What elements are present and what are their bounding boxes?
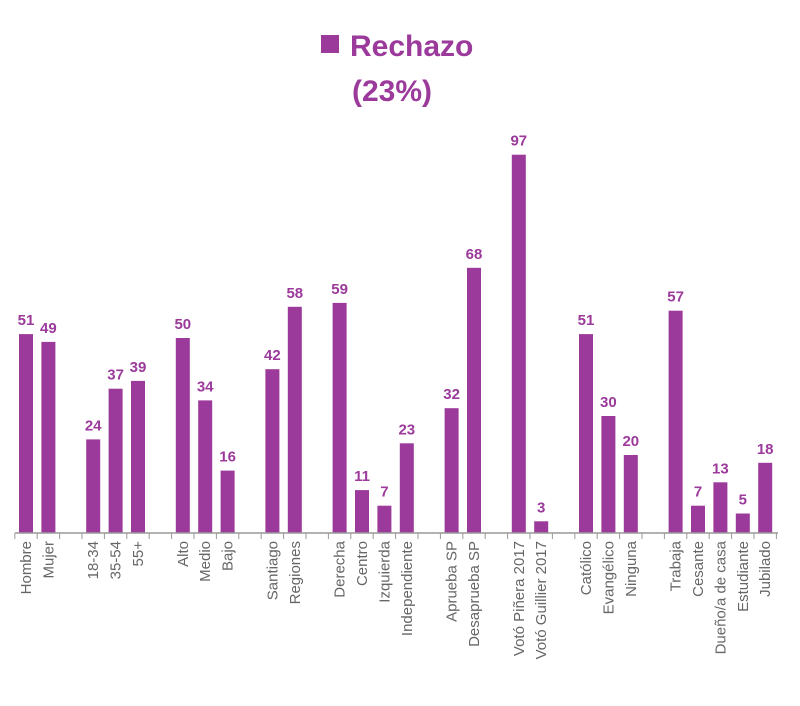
data-label: 97 xyxy=(510,133,527,150)
category-label: Votó Piñera 2017 xyxy=(511,541,528,656)
data-label: 7 xyxy=(694,484,702,501)
chart-title: Rechazo xyxy=(350,30,473,63)
data-label: 49 xyxy=(40,320,57,337)
bar xyxy=(511,154,526,533)
category-label: Medio xyxy=(197,541,214,582)
category-label: Derecha xyxy=(332,540,349,597)
bar xyxy=(691,505,705,533)
data-label: 30 xyxy=(600,394,617,411)
data-label: 13 xyxy=(712,460,729,477)
data-label: 58 xyxy=(286,285,303,302)
bar xyxy=(86,439,101,533)
bar xyxy=(623,455,638,533)
category-label: 18-34 xyxy=(85,541,102,579)
bar xyxy=(198,400,213,533)
bar xyxy=(713,482,728,533)
bar xyxy=(355,490,369,533)
data-label: 37 xyxy=(107,367,124,384)
bar xyxy=(399,443,414,533)
category-label: Trabaja xyxy=(668,540,685,591)
bar xyxy=(19,334,33,533)
category-label: Bajo xyxy=(220,541,237,571)
data-label: 39 xyxy=(130,359,147,376)
bar xyxy=(108,388,123,533)
data-label: 32 xyxy=(443,386,460,403)
category-label: Estudiante xyxy=(735,541,752,612)
category-label: Santiago xyxy=(264,541,281,600)
bar xyxy=(735,513,750,533)
category-label: Independiente xyxy=(399,541,416,636)
category-label: Aprueba SP xyxy=(444,541,461,622)
category-label: 55+ xyxy=(130,541,147,567)
data-label: 51 xyxy=(578,312,595,329)
data-label: 3 xyxy=(537,499,545,516)
bar xyxy=(601,416,616,533)
data-label: 42 xyxy=(264,347,281,364)
bar xyxy=(467,267,481,533)
bar xyxy=(220,470,235,533)
data-label: 18 xyxy=(757,441,774,458)
bar xyxy=(668,310,683,533)
category-label: Votó Guillier 2017 xyxy=(533,541,550,659)
legend-marker xyxy=(321,35,339,53)
data-label: 16 xyxy=(219,449,236,466)
bar xyxy=(579,334,593,533)
category-label: Jubilado xyxy=(757,541,774,597)
category-label: Mujer xyxy=(40,541,57,579)
data-label: 5 xyxy=(739,492,747,509)
category-label: Dueño/a de casa xyxy=(712,540,729,654)
category-label: Centro xyxy=(354,541,371,586)
bar xyxy=(332,302,347,533)
chart-subtitle: (23%) xyxy=(352,75,432,108)
bar xyxy=(758,462,773,533)
category-label: Desaprueba SP xyxy=(466,541,483,647)
data-label: 68 xyxy=(466,246,483,263)
category-label: Izquierda xyxy=(376,540,393,602)
data-label: 59 xyxy=(331,281,348,298)
bar xyxy=(287,306,302,533)
category-label: Ninguna xyxy=(623,540,640,597)
data-label: 7 xyxy=(380,484,388,501)
data-label: 34 xyxy=(197,378,214,395)
data-label: 23 xyxy=(398,421,415,438)
bar xyxy=(131,380,145,533)
data-label: 50 xyxy=(174,316,191,333)
data-label: 20 xyxy=(622,433,639,450)
data-label: 57 xyxy=(667,289,684,306)
category-label: Católico xyxy=(578,541,595,595)
bar xyxy=(41,341,56,533)
category-label: 35-54 xyxy=(108,541,125,579)
data-label: 11 xyxy=(354,468,370,485)
data-label: 51 xyxy=(18,312,35,329)
bar xyxy=(377,505,392,533)
data-label: 24 xyxy=(85,417,102,434)
bar xyxy=(265,369,280,533)
category-label: Hombre xyxy=(18,541,35,594)
category-label: Evangélico xyxy=(600,541,617,614)
category-label: Cesante xyxy=(690,541,707,597)
bar xyxy=(534,521,549,533)
category-label: Alto xyxy=(175,541,192,567)
bar xyxy=(444,408,459,533)
category-label: Regiones xyxy=(287,541,304,604)
bar xyxy=(175,338,190,533)
